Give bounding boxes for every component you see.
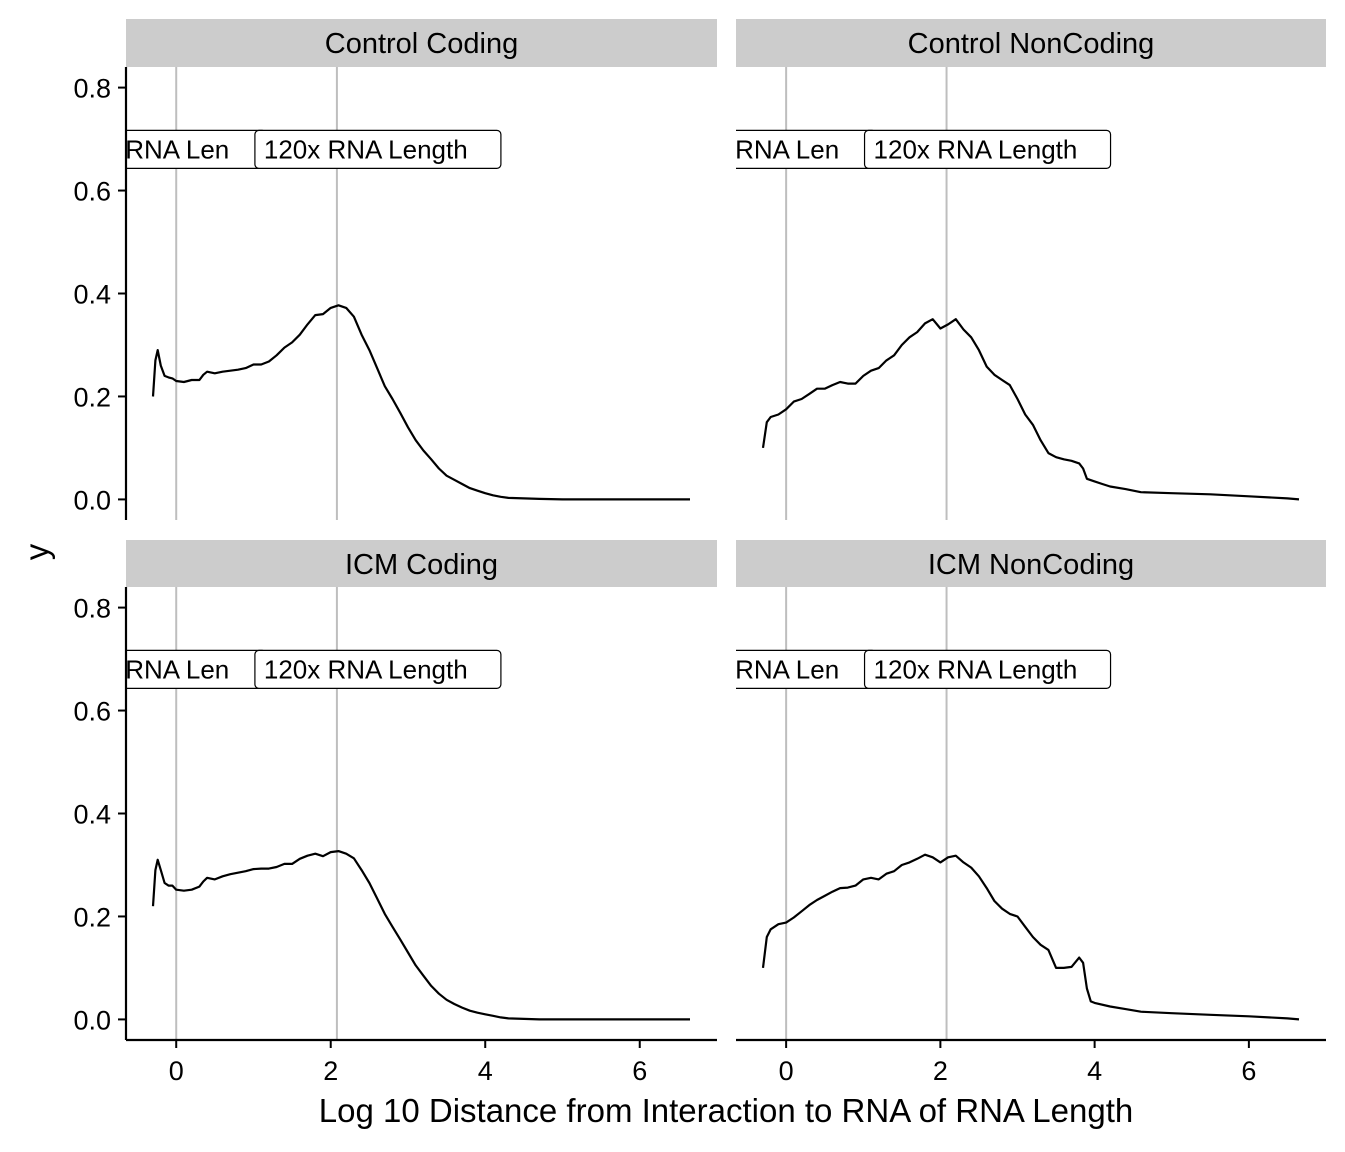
facet-strip	[736, 19, 1326, 67]
label-box	[863, 129, 1112, 169]
facet-strip-title: ICM Coding	[345, 549, 498, 581]
facet-strip-title: ICM NonCoding	[928, 549, 1134, 581]
y-tick-label: 0.6	[73, 697, 111, 727]
density-line	[151, 304, 690, 501]
y-tick-label: 0.0	[73, 485, 111, 515]
facet-strip-title: Control NonCoding	[908, 28, 1155, 60]
panel-icm-noncoding: ICM NonCoding RNA Len 120x RNA Length	[735, 540, 1326, 1040]
y-tick-label: 0.6	[73, 177, 111, 207]
x-axis-title: Log 10 Distance from Interaction to RNA …	[319, 1092, 1133, 1129]
x-tick-label: 6	[1241, 1056, 1256, 1086]
y-tick-label: 0.8	[73, 74, 111, 104]
120x-rna-length-label: 120x RNA Length	[863, 649, 1112, 689]
label-box	[254, 129, 502, 169]
panel-control-coding: Control Coding RNA Len 120x RNA Length	[125, 19, 717, 520]
density-line	[151, 850, 690, 1021]
y-tick-label: 0.2	[73, 382, 111, 412]
label-text: RNA Len	[735, 134, 839, 164]
label-box	[254, 649, 502, 689]
x-tick-label: 4	[1087, 1056, 1102, 1086]
label-text: RNA Len	[125, 654, 229, 684]
label-text: 120x RNA Length	[264, 134, 468, 164]
y-tick-label: 0.4	[73, 800, 111, 830]
label-text: RNA Len	[735, 654, 839, 684]
x-tick-label: 6	[632, 1056, 647, 1086]
120x-rna-length-label: 120x RNA Length	[254, 129, 502, 169]
label-text: 120x RNA Length	[874, 654, 1078, 684]
facet-strip	[126, 19, 717, 67]
label-text: RNA Len	[125, 134, 229, 164]
x-tick-label: 2	[323, 1056, 338, 1086]
rna-length-label: RNA Len	[735, 129, 877, 169]
panel-control-noncoding: Control NonCoding RNA Len 120x RNA Length	[735, 19, 1326, 520]
label-text: 120x RNA Length	[264, 654, 468, 684]
rna-length-label: RNA Len	[125, 129, 267, 169]
rna-length-label: RNA Len	[125, 649, 267, 689]
y-tick-label: 0.8	[73, 594, 111, 624]
facet-strip	[736, 540, 1326, 587]
axes-layer: 0.0 0.2 0.4 0.6 0.8 0.0 0.2 0.4 0.6 0.8 0 2 4 6 0 2 4 6	[73, 67, 1326, 1086]
x-tick-label: 4	[478, 1056, 493, 1086]
label-text: 120x RNA Length	[874, 134, 1078, 164]
label-box	[863, 649, 1112, 689]
density-line	[761, 853, 1300, 1021]
y-tick-label: 0.0	[73, 1005, 111, 1035]
y-axis-title: y	[18, 543, 55, 560]
120x-rna-length-label: 120x RNA Length	[863, 129, 1112, 169]
y-tick-label: 0.4	[73, 280, 111, 310]
panel-icm-coding: ICM Coding RNA Len 120x RNA Length	[125, 540, 717, 1040]
x-tick-label: 2	[933, 1056, 948, 1086]
density-line	[761, 318, 1300, 501]
rna-length-label: RNA Len	[735, 649, 877, 689]
120x-rna-length-label: 120x RNA Length	[254, 649, 502, 689]
facet-strip-title: Control Coding	[325, 28, 518, 60]
y-tick-label: 0.2	[73, 902, 111, 932]
facet-strip	[126, 540, 717, 587]
x-tick-label: 0	[779, 1056, 794, 1086]
x-tick-label: 0	[169, 1056, 184, 1086]
